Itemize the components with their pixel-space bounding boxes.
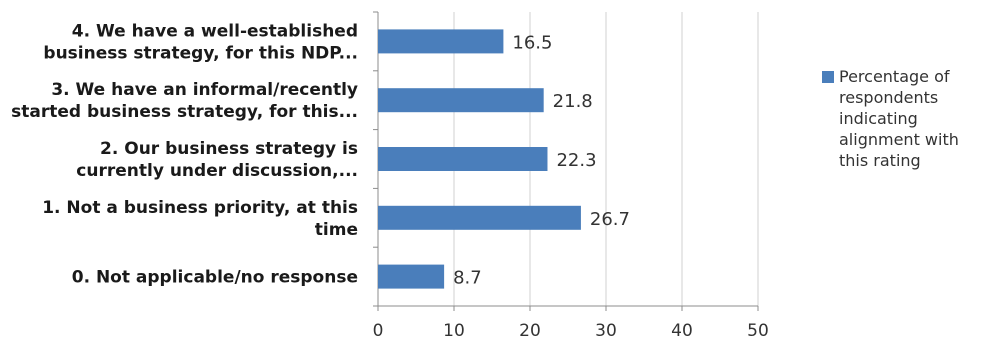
bar xyxy=(378,264,445,289)
x-tick-label: 0 xyxy=(373,321,384,341)
legend-swatch xyxy=(822,71,834,83)
category-label: 4. We have a well-established business st… xyxy=(43,21,358,63)
bar xyxy=(378,147,548,171)
data-label: 16.5 xyxy=(512,32,552,53)
bar xyxy=(378,88,544,113)
x-tick-label: 10 xyxy=(443,321,465,341)
bar xyxy=(378,29,504,54)
data-label: 21.8 xyxy=(553,91,593,112)
x-tick-label: 20 xyxy=(519,321,541,341)
data-label: 22.3 xyxy=(556,150,596,171)
data-label: 8.7 xyxy=(453,268,482,289)
category-label: 2. Our business strategy is currently und… xyxy=(76,139,358,181)
category-label: 1. Not a business priority, at this time xyxy=(42,198,358,240)
category-label: 0. Not applicable/no response xyxy=(72,268,358,288)
x-tick-label: 40 xyxy=(671,321,693,341)
bars: 16.5 21.8 22.3 26.7 8.7 xyxy=(378,29,630,289)
x-tick-labels: 0 10 20 30 40 50 xyxy=(373,321,769,341)
data-label: 26.7 xyxy=(590,209,630,230)
x-tick-label: 50 xyxy=(747,321,769,341)
gridlines xyxy=(373,11,759,311)
x-tick-label: 30 xyxy=(595,321,617,341)
bar xyxy=(378,205,581,230)
category-label: 3. We have an informal/recently started b… xyxy=(11,80,358,122)
legend-entry: Percentage of respondents indicating ali… xyxy=(839,67,959,170)
category-labels: 4. We have a well-established business st… xyxy=(11,21,358,287)
